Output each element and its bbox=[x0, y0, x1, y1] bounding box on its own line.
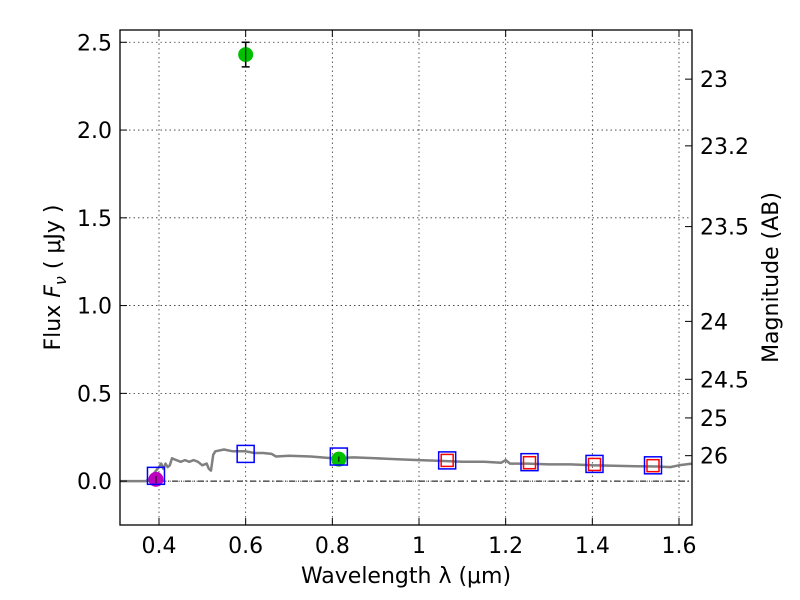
plot-frame bbox=[119, 29, 693, 526]
y2-tick-label: 24 bbox=[700, 310, 728, 335]
x-axis-title: Wavelength λ (μm) bbox=[301, 564, 511, 589]
y-tick-label: 1.5 bbox=[77, 207, 112, 232]
upper-limit-square bbox=[522, 455, 537, 470]
x-tick-label: 0.8 bbox=[315, 534, 350, 559]
y2-tick-label: 26 bbox=[700, 445, 728, 470]
model-photometry-square bbox=[643, 456, 663, 475]
y-axis-title: Flux Fν ( μJy ) bbox=[41, 205, 70, 351]
y-tick-label: 2.0 bbox=[77, 119, 112, 144]
y2-axis-title: Magnitude (AB) bbox=[759, 192, 784, 363]
x-tick-label: 0.6 bbox=[228, 534, 263, 559]
plot-area bbox=[120, 41, 693, 487]
upper-limit-square bbox=[587, 457, 602, 472]
upper-limit-square bbox=[646, 458, 660, 473]
y-tick-label: 0.5 bbox=[77, 382, 112, 407]
x-tick-label: 0.4 bbox=[142, 534, 177, 559]
sed-model-line bbox=[120, 448, 693, 483]
model-photometry-square bbox=[236, 444, 255, 464]
model-photometry-square bbox=[146, 466, 166, 486]
y-tick-label: 2.5 bbox=[77, 31, 112, 56]
axis-ticks: 0.4 0.6 0.8 1 1.2 1.4 1.6 0.0 0.5 1.0 1.5 2.0 2.5 23 2… bbox=[77, 30, 749, 559]
y2-tick-label: 25 bbox=[700, 407, 728, 432]
x-tick-label: 1.2 bbox=[488, 534, 523, 559]
model-photometry-square bbox=[329, 447, 349, 466]
model-photometry-square bbox=[585, 454, 604, 474]
grid bbox=[120, 30, 692, 525]
model-photometry-square bbox=[437, 451, 457, 470]
y2-tick-label: 24.5 bbox=[700, 368, 749, 393]
y2-tick-label: 23.5 bbox=[700, 216, 749, 241]
model-photometry-square bbox=[520, 452, 539, 472]
y-tick-label: 0.0 bbox=[77, 470, 112, 495]
x-tick-label: 1 bbox=[412, 534, 426, 559]
y2-tick-label: 23 bbox=[700, 68, 728, 93]
x-tick-label: 1.4 bbox=[575, 534, 610, 559]
y-tick-label: 1.0 bbox=[77, 295, 112, 320]
y2-tick-label: 23.2 bbox=[700, 135, 749, 160]
x-tick-label: 1.6 bbox=[662, 534, 697, 559]
upper-limit-square bbox=[440, 453, 454, 468]
